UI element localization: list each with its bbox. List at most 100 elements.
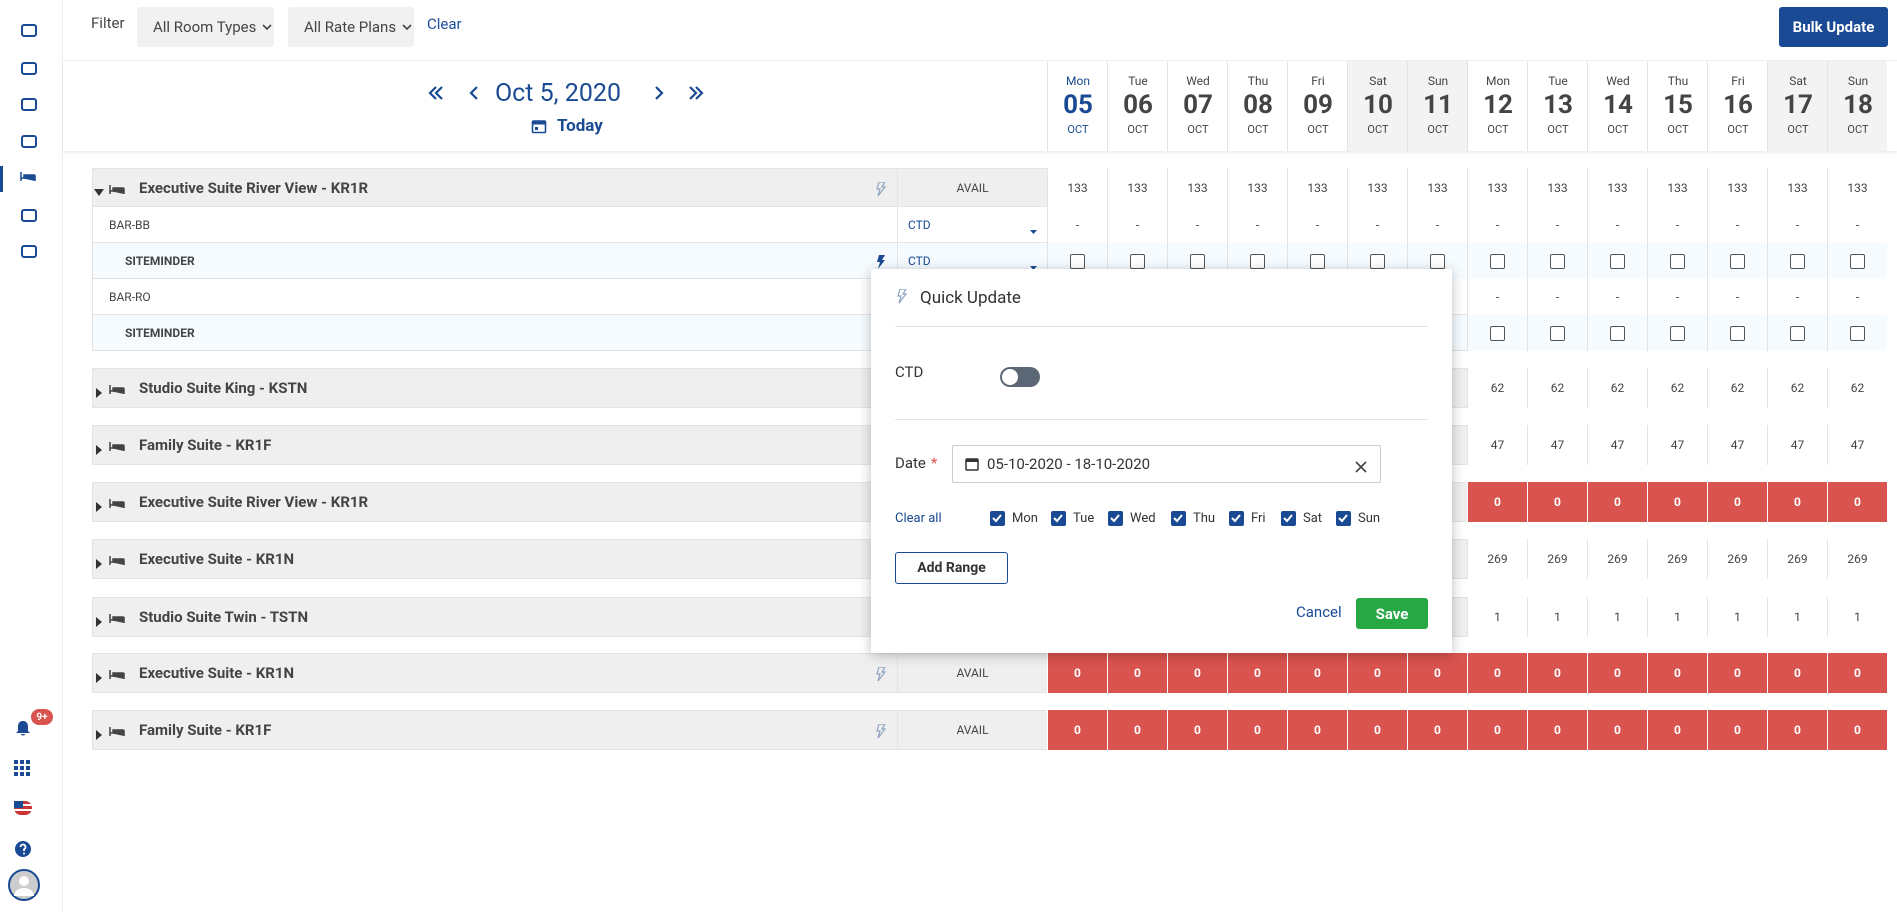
nav-next[interactable] — [648, 82, 670, 104]
day-of-week: Thu — [1667, 74, 1689, 88]
ctd-toggle[interactable] — [1000, 367, 1040, 387]
date-range-text: 05-10-2020 - 18-10-2020 — [987, 455, 1151, 473]
weekday-label: Sat — [1303, 511, 1323, 526]
nav-first[interactable] — [425, 82, 447, 104]
clear-all[interactable]: Clear all — [895, 511, 942, 526]
restriction-checkbox[interactable] — [1250, 253, 1265, 269]
today-text: Today — [557, 116, 603, 136]
restriction-select[interactable]: CTD — [897, 207, 1047, 243]
day-cell: 0 — [1047, 710, 1107, 750]
day-cell: 62 — [1587, 368, 1647, 408]
day-month: OCT — [1787, 123, 1809, 136]
rate-plan-name: SITEMINDER — [125, 254, 195, 268]
weekday-checkbox[interactable] — [1051, 511, 1066, 526]
cell-value: - — [1495, 290, 1500, 304]
restriction-checkbox[interactable] — [1490, 325, 1505, 341]
restriction-checkbox[interactable] — [1730, 325, 1745, 341]
day-month: OCT — [1367, 123, 1389, 136]
day-cell: 0 — [1527, 653, 1587, 693]
restriction-checkbox[interactable] — [1610, 325, 1625, 341]
weekday-checkbox[interactable] — [1171, 511, 1186, 526]
day-cell: - — [1527, 207, 1587, 243]
nav-prev[interactable] — [463, 82, 485, 104]
date-range-input[interactable]: 05-10-2020 - 18-10-2020 — [952, 445, 1381, 483]
day-cell: 0 — [1827, 710, 1887, 750]
restriction-checkbox[interactable] — [1850, 253, 1865, 269]
day-month: OCT — [1667, 123, 1689, 136]
restriction-checkbox[interactable] — [1790, 253, 1805, 269]
quick-update-icon[interactable] — [875, 254, 887, 273]
restriction-checkbox[interactable] — [1610, 253, 1625, 269]
weekday-checkbox[interactable] — [1108, 511, 1123, 526]
ctd-label: CTD — [895, 363, 924, 381]
weekday-checkbox[interactable] — [990, 511, 1005, 526]
day-cell: 62 — [1647, 368, 1707, 408]
room-name: Family Suite - KR1F — [139, 436, 272, 454]
restriction-checkbox[interactable] — [1670, 253, 1685, 269]
quick-update-icon[interactable] — [875, 180, 887, 200]
cell-value: 1 — [1494, 610, 1501, 624]
restriction-checkbox[interactable] — [1490, 253, 1505, 269]
restriction-checkbox[interactable] — [1730, 253, 1745, 269]
quick-update-icon[interactable] — [875, 666, 887, 685]
day-of-week: Sat — [1369, 74, 1387, 88]
cell-value: - — [1855, 218, 1860, 232]
room-type-text: All Room Types — [153, 18, 257, 36]
rate-plan-name: BAR-RO — [109, 290, 151, 304]
day-number: 15 — [1663, 90, 1693, 120]
day-cell: - — [1827, 207, 1887, 243]
day-cell — [1467, 243, 1527, 279]
day-number: 09 — [1303, 90, 1333, 120]
caret — [1030, 259, 1037, 273]
day-cell: 47 — [1587, 425, 1647, 465]
restriction-checkbox[interactable] — [1850, 325, 1865, 341]
restriction-checkbox[interactable] — [1550, 253, 1565, 269]
cell-value: 0 — [1794, 723, 1801, 737]
bed-icon — [109, 438, 125, 457]
day-number: 16 — [1723, 90, 1753, 120]
bulk-update-button[interactable]: Bulk Update — [1779, 7, 1888, 47]
bed-icon — [109, 610, 125, 629]
today-button[interactable]: Today — [531, 115, 603, 137]
cancel-button[interactable]: Cancel — [1296, 603, 1342, 621]
room-type-dropdown[interactable]: All Room Types — [137, 7, 274, 47]
restriction-checkbox[interactable] — [1670, 325, 1685, 341]
restriction-checkbox[interactable] — [1070, 253, 1085, 269]
restriction-checkbox[interactable] — [1370, 253, 1385, 269]
rate-plan-dropdown[interactable]: All Rate Plans — [288, 7, 414, 47]
cell-value: 133 — [1787, 180, 1808, 195]
day-of-week: Fri — [1311, 74, 1325, 88]
weekday-label: Sun — [1358, 511, 1381, 526]
cell-value: 0 — [1614, 666, 1621, 680]
day-cell — [1767, 243, 1827, 279]
clear-date[interactable] — [1355, 459, 1367, 477]
weekday-checkbox[interactable] — [1281, 511, 1296, 526]
day-cell — [1707, 243, 1767, 279]
add-range-button[interactable]: Add Range — [895, 552, 1008, 584]
restriction-checkbox[interactable] — [1550, 325, 1565, 341]
day-column-header: Sat 17 OCT — [1767, 61, 1827, 151]
weekday-checkbox[interactable] — [1229, 511, 1244, 526]
cell-value: 1 — [1794, 610, 1801, 624]
nav-last[interactable] — [685, 82, 707, 104]
day-cell — [1707, 315, 1767, 351]
quick-update-icon[interactable] — [875, 723, 887, 742]
restriction-checkbox[interactable] — [1310, 253, 1325, 269]
bed-icon — [109, 552, 125, 571]
restriction-select[interactable]: CTD — [897, 243, 1047, 279]
bed-icon — [109, 666, 125, 685]
day-cell: 0 — [1467, 482, 1527, 522]
weekday-checkbox[interactable] — [1336, 511, 1351, 526]
cell-value: 0 — [1614, 495, 1621, 509]
toggle-knob — [1002, 369, 1018, 385]
room-name: Executive Suite River View - KR1R — [139, 493, 369, 511]
clear-filter[interactable]: Clear — [427, 15, 462, 33]
save-button[interactable]: Save — [1356, 598, 1428, 629]
restriction-checkbox[interactable] — [1130, 253, 1145, 269]
cell-value: 1 — [1734, 610, 1741, 624]
cell-value: 47 — [1670, 438, 1685, 452]
restriction-checkbox[interactable] — [1790, 325, 1805, 341]
day-cell — [1767, 315, 1827, 351]
restriction-checkbox[interactable] — [1430, 253, 1445, 269]
restriction-checkbox[interactable] — [1190, 253, 1205, 269]
